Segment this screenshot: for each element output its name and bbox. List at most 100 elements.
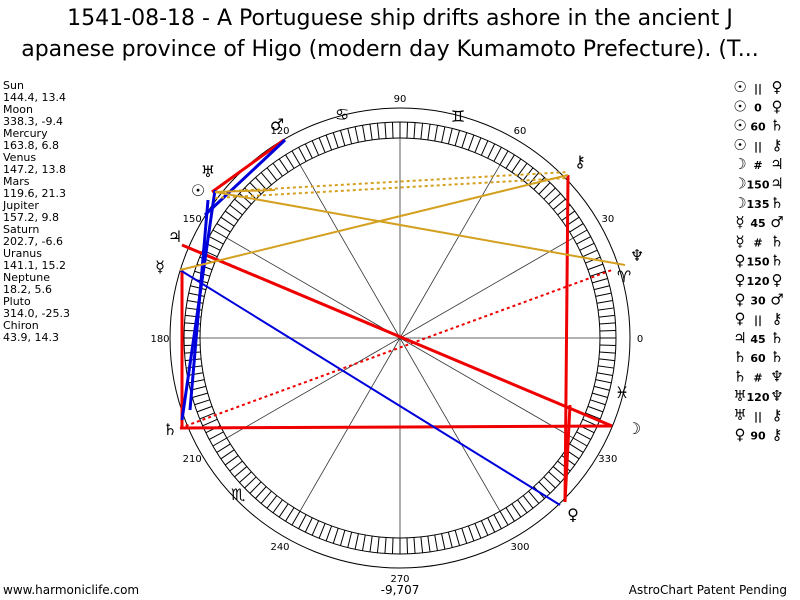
aspect-planet: ♃ — [770, 175, 783, 193]
ring-tick — [579, 242, 595, 251]
ring-tick — [493, 147, 502, 162]
ring-tick — [461, 132, 468, 148]
ring-tick — [260, 490, 272, 504]
aspect-planet: ♀ — [735, 425, 746, 443]
ring-tick — [361, 125, 366, 142]
ring-tick — [487, 517, 496, 533]
ring-tick — [376, 123, 380, 140]
planet-position: 338.3, -9.4 — [3, 115, 63, 128]
planet-glyph: ♆ — [630, 246, 644, 265]
ring-tick — [587, 405, 604, 413]
ring-tick — [528, 490, 540, 504]
degree-label: 330 — [598, 454, 617, 465]
ring-tick — [311, 140, 320, 156]
ring-tick — [590, 270, 606, 277]
ring-tick — [354, 126, 359, 143]
footer-note: AstroChart Patent Pending — [629, 583, 787, 597]
ring-tick — [188, 292, 205, 297]
ring-tick — [499, 510, 509, 526]
planet-name: Mars — [3, 175, 30, 188]
ring-tick — [420, 123, 424, 140]
ring-tick — [192, 392, 208, 399]
degree-label: 0 — [637, 334, 643, 345]
ring-tick — [499, 150, 509, 166]
ring-tick — [194, 399, 210, 406]
planet-position: 202.7, -6.6 — [3, 235, 63, 248]
degree-label: 120 — [270, 126, 289, 137]
aspect-planet: ♄ — [770, 232, 783, 250]
planet-glyphs: ♂ ♅ ☉ ♃ ☿ ♄ ☽ ♀ ♆ ⚷ — [155, 115, 644, 524]
ring-tick — [234, 198, 248, 210]
aspect-planet: ⚷ — [772, 425, 783, 443]
ring-tick — [255, 486, 267, 499]
ring-tick — [528, 172, 540, 186]
ring-tick — [291, 510, 301, 526]
aspect-type: || — [754, 314, 762, 327]
ring-tick — [593, 285, 610, 291]
ring-tick — [234, 466, 248, 478]
ring-tick — [538, 182, 551, 195]
ring-tick — [212, 229, 228, 239]
ring-tick — [347, 531, 353, 548]
planet-glyph: ♂ — [270, 115, 284, 134]
aspect-type: 60 — [750, 352, 766, 365]
ring-tick — [480, 520, 489, 536]
ring-tick — [576, 431, 591, 440]
ring-tick — [420, 536, 424, 553]
ring-tick — [511, 503, 522, 518]
planet-name: Jupiter — [2, 199, 39, 212]
ring-tick — [216, 223, 231, 233]
ring-tick — [474, 137, 482, 153]
ring-tick — [543, 476, 556, 489]
ring-tick — [427, 535, 431, 552]
aspect-type: || — [754, 410, 762, 423]
ring-tick — [461, 528, 468, 544]
ring-tick — [406, 537, 409, 554]
ring-tick — [522, 495, 534, 509]
aspect-planet: ♄ — [770, 117, 783, 135]
ring-tick — [599, 329, 616, 332]
aspect-line — [179, 174, 569, 271]
aspect-line — [211, 138, 285, 194]
ring-tick — [592, 277, 608, 284]
ring-tick — [533, 177, 545, 190]
ring-tick — [332, 132, 339, 148]
ring-tick — [354, 533, 359, 550]
ring-tick — [441, 126, 446, 143]
spoke — [299, 164, 401, 339]
ring-tick — [434, 125, 439, 142]
aspect-planet: ☉ — [733, 97, 746, 115]
aspect-planet: ☉ — [733, 78, 746, 96]
aspect-planet: ♄ — [770, 252, 783, 270]
aspect-planet: ⚷ — [772, 310, 783, 328]
ring-tick — [391, 537, 394, 554]
ring-tick — [244, 476, 257, 489]
outer-circle — [169, 107, 631, 569]
ring-tick — [467, 134, 475, 151]
ring-tick — [255, 177, 267, 190]
degree-label: 30 — [601, 214, 614, 225]
ring-tick — [543, 187, 556, 200]
sign-glyph: ♋ — [335, 105, 349, 124]
ring-tick — [505, 507, 515, 522]
aspect-type: # — [753, 236, 762, 249]
planet-position: 147.2, 13.8 — [3, 163, 66, 176]
aspect-planet: ⚷ — [772, 406, 783, 424]
planet-glyph: ⚷ — [574, 152, 586, 171]
ring-tick — [585, 412, 601, 420]
aspect-planet: ♂ — [770, 290, 783, 308]
ring-tick — [339, 130, 346, 146]
planet-position: 18.2, 5.6 — [3, 283, 52, 296]
ring-tick — [517, 162, 528, 177]
ring-tick — [376, 536, 380, 553]
aspect-planet: ♅ — [733, 406, 746, 424]
ring-tick — [447, 128, 453, 145]
aspect-planet: ♀ — [735, 271, 746, 289]
ring-tick — [298, 147, 307, 162]
ring-tick — [369, 124, 373, 141]
aspect-planet: ♆ — [770, 387, 783, 405]
aspect-planet: ♆ — [770, 368, 783, 386]
ring-tick — [229, 204, 243, 216]
aspect-type: # — [753, 372, 762, 385]
ring-tick — [369, 535, 373, 552]
